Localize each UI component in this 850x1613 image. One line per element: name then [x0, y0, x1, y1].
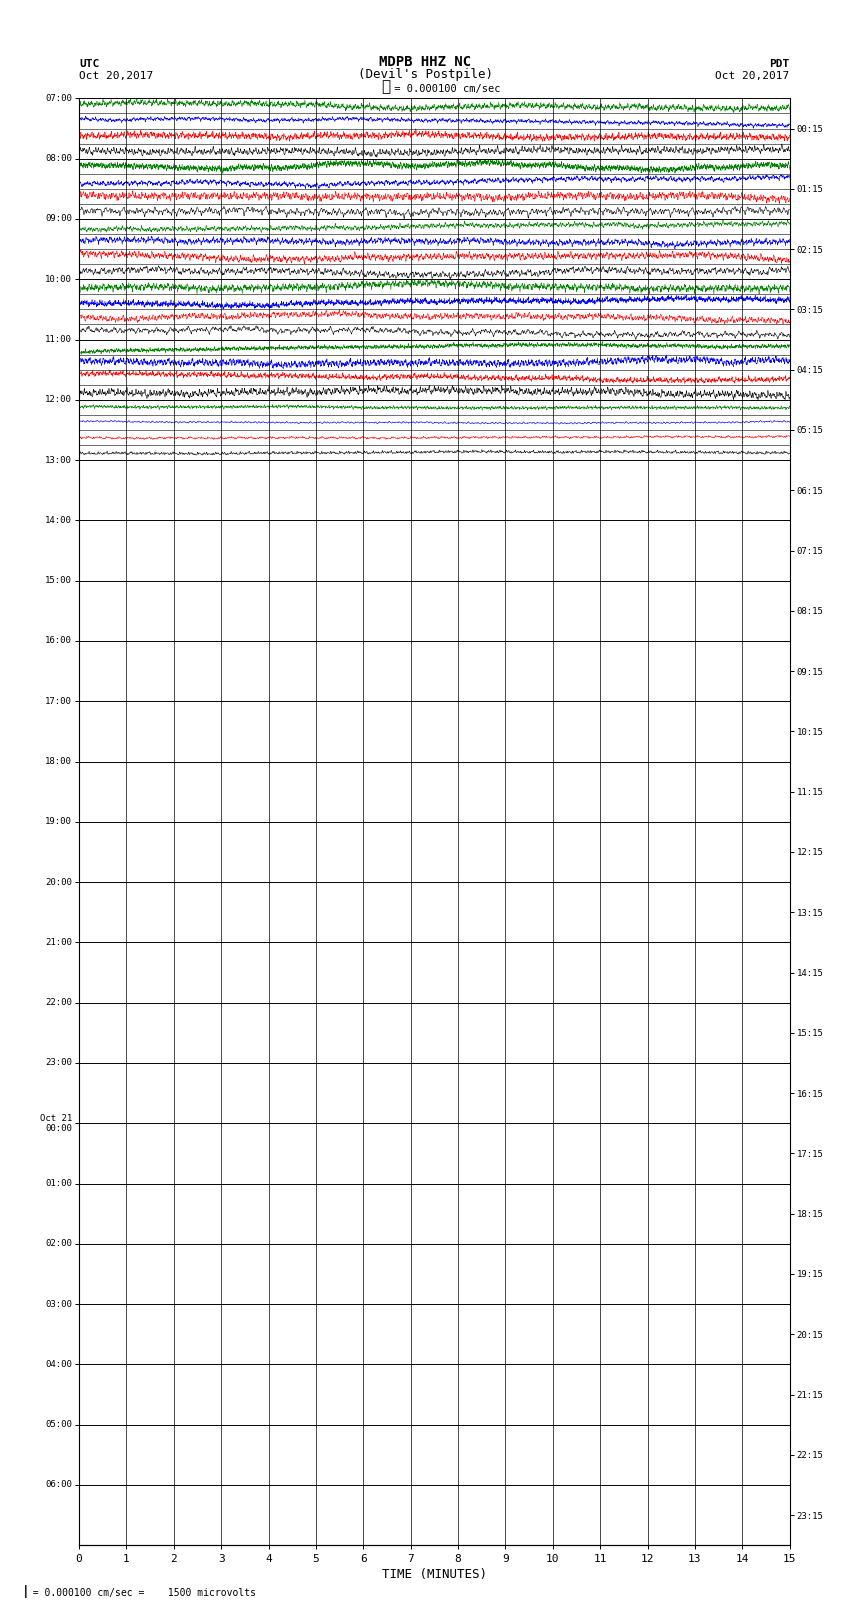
Text: PDT: PDT [769, 58, 790, 69]
Text: = 0.000100 cm/sec =    1500 microvolts: = 0.000100 cm/sec = 1500 microvolts [21, 1589, 256, 1598]
Text: Oct 20,2017: Oct 20,2017 [716, 71, 790, 82]
X-axis label: TIME (MINUTES): TIME (MINUTES) [382, 1568, 487, 1581]
Text: = 0.000100 cm/sec: = 0.000100 cm/sec [388, 84, 501, 94]
Text: ⎸: ⎸ [382, 79, 390, 94]
Text: |: | [22, 1586, 30, 1598]
Text: UTC: UTC [79, 58, 99, 69]
Text: (Devil's Postpile): (Devil's Postpile) [358, 68, 492, 82]
Text: Oct 20,2017: Oct 20,2017 [79, 71, 153, 82]
Text: MDPB HHZ NC: MDPB HHZ NC [379, 55, 471, 69]
